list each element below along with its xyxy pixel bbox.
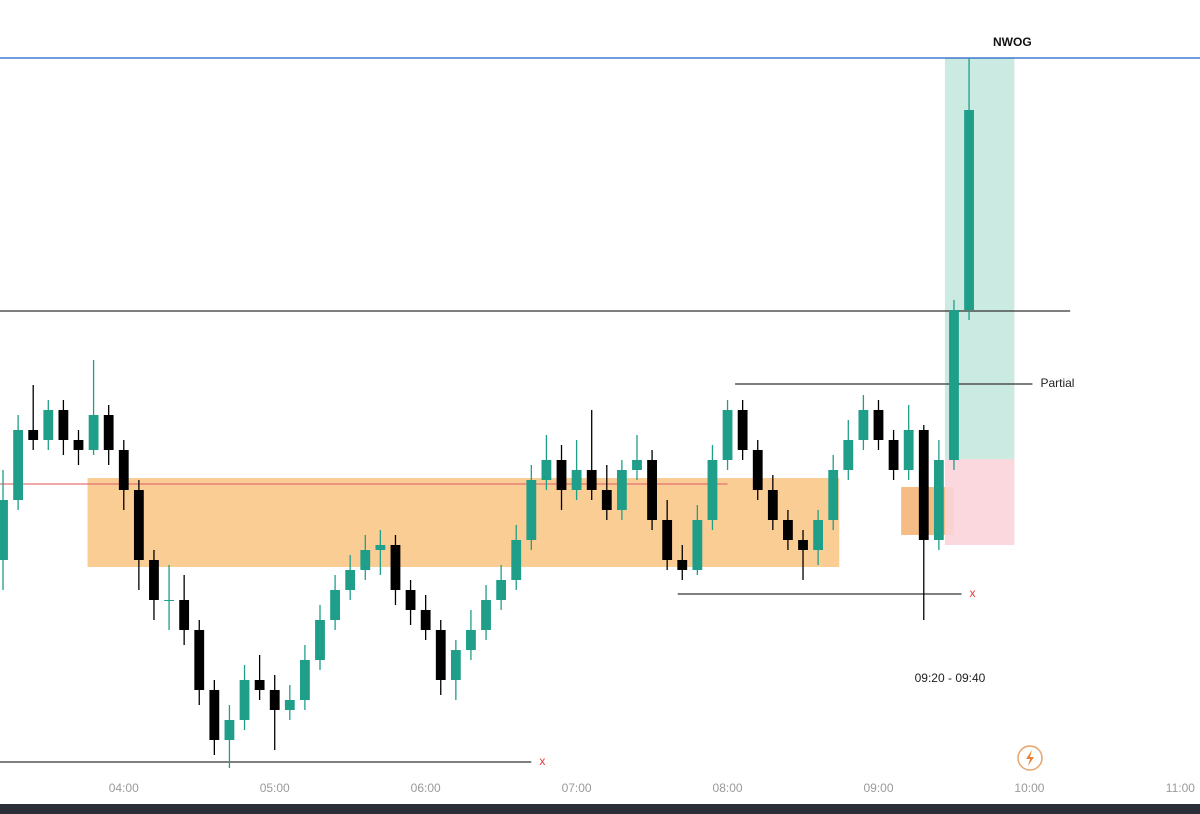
candle-body (405, 590, 416, 610)
x-tick-label: 05:00 (260, 781, 290, 795)
candle-body (752, 450, 763, 490)
bottom-bar (0, 804, 1200, 814)
candle-body (103, 415, 114, 450)
candle-body (903, 430, 914, 470)
x-tick-label: 08:00 (713, 781, 743, 795)
candle-body (813, 520, 824, 550)
candle-body (949, 310, 959, 460)
x-tick-label: 10:00 (1014, 781, 1044, 795)
x-tick-label: 07:00 (562, 781, 592, 795)
candle-body (420, 610, 431, 630)
x-tick-label: 06:00 (411, 781, 441, 795)
candle-body (390, 545, 401, 590)
candle-body (224, 720, 235, 740)
zone (87, 478, 840, 567)
candle-body (194, 630, 205, 690)
level-label: Partial (1040, 376, 1074, 390)
candle-body (858, 410, 869, 440)
candle-body (888, 440, 899, 470)
candle-body (435, 630, 446, 680)
candle-body (964, 110, 974, 310)
candle-body (13, 430, 24, 500)
candle-body (481, 600, 491, 630)
level-marker: x (970, 586, 976, 600)
candle-body (692, 520, 703, 570)
candle-body (375, 545, 386, 550)
candle-body (360, 550, 371, 570)
candle-body (722, 410, 733, 460)
candle-body (541, 460, 552, 480)
candle-body (873, 410, 884, 440)
candle-body (616, 470, 627, 510)
level-marker: x (539, 754, 545, 768)
candle-body (933, 460, 944, 540)
candle-body (179, 600, 190, 630)
candle-body (526, 480, 537, 540)
candle-body (571, 470, 582, 490)
candle-body (586, 470, 597, 490)
candle-body (662, 520, 673, 560)
candle-body (118, 450, 129, 490)
candle-body (239, 680, 250, 720)
session-label: 09:20 - 09:40 (915, 671, 986, 685)
candle-body (43, 410, 54, 440)
x-tick-label: 09:00 (863, 781, 893, 795)
candle-body (345, 570, 356, 590)
candle-body (209, 690, 220, 740)
candle-body (0, 500, 8, 560)
candle-body (677, 560, 688, 570)
candle-body (556, 460, 567, 490)
alert-bolt[interactable] (1026, 750, 1034, 766)
candle-body (254, 680, 265, 690)
x-tick-label: 04:00 (109, 781, 139, 795)
candle-body (149, 560, 159, 600)
candle-body (843, 440, 854, 470)
candle-body (632, 460, 642, 470)
candle-body (300, 660, 310, 700)
candle-body (647, 460, 657, 520)
candle-body (767, 490, 778, 520)
candle-body (511, 540, 522, 580)
candle-body (783, 520, 793, 540)
candle-body (133, 490, 144, 560)
candle-body (450, 650, 461, 680)
candle-body (707, 460, 718, 520)
candle-body (466, 630, 476, 650)
candle-body (73, 440, 84, 450)
candle-body (28, 430, 39, 440)
candle-body (284, 700, 295, 710)
candle-body (164, 600, 174, 601)
candle-body (601, 490, 612, 510)
candle-body (58, 410, 69, 440)
candle-body (315, 620, 325, 660)
candle-body (330, 590, 340, 620)
candle-body (496, 580, 507, 600)
alert-icon[interactable] (1017, 745, 1043, 771)
candle-body (269, 690, 280, 710)
zone (944, 459, 1015, 545)
x-tick-label: 11:00 (1166, 781, 1195, 795)
candle-body (737, 410, 748, 450)
candle-body (798, 540, 808, 550)
candle-body (918, 430, 929, 540)
candle-body (828, 470, 839, 520)
level-label: NWOG (993, 35, 1032, 49)
candle-body (88, 415, 99, 450)
